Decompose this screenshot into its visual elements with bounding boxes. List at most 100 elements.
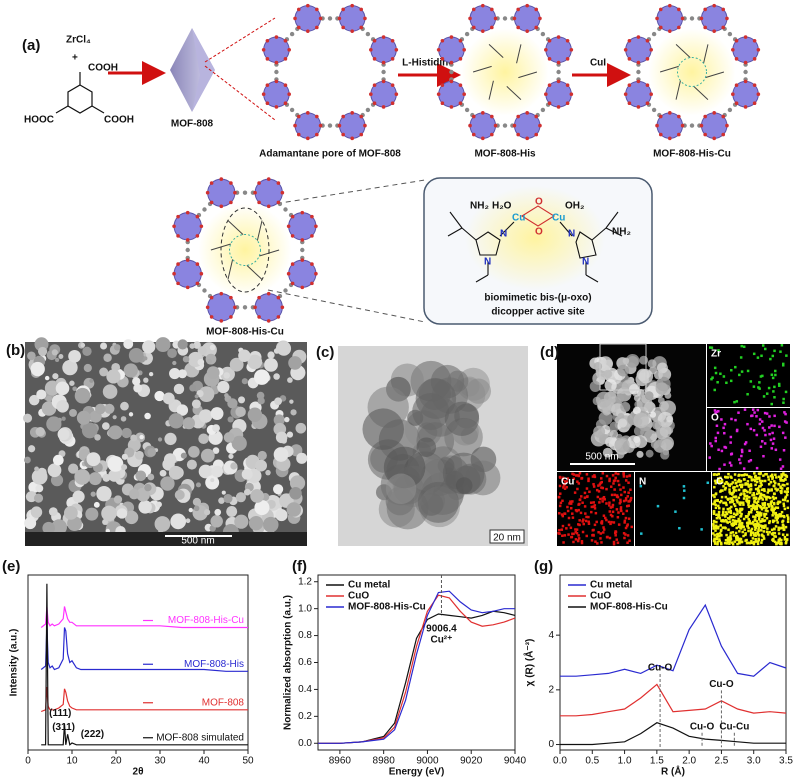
mof-pore xyxy=(623,3,761,141)
o-atom xyxy=(627,101,632,106)
particle xyxy=(198,433,209,445)
eds-dot xyxy=(715,473,719,476)
o-atom xyxy=(293,123,297,128)
linker-atom xyxy=(464,31,470,37)
particle xyxy=(217,380,230,394)
eds-dot xyxy=(585,473,589,476)
particle xyxy=(167,348,177,359)
eds-dot xyxy=(728,542,731,545)
particle xyxy=(198,409,213,423)
eds-dot xyxy=(738,511,742,514)
eds-dot xyxy=(770,500,773,503)
particle xyxy=(210,515,223,528)
eds-dot xyxy=(757,528,760,531)
eds-dot xyxy=(583,491,587,495)
eds-dot xyxy=(748,449,751,453)
eds-dot xyxy=(572,532,575,536)
linker-atom xyxy=(289,107,295,113)
grain xyxy=(442,452,485,495)
eds-dot xyxy=(759,481,762,485)
annotation: (222) xyxy=(81,729,104,740)
eds-dot xyxy=(731,524,734,527)
eds-dot xyxy=(756,542,760,546)
eds-dot xyxy=(614,530,617,533)
eds-dot xyxy=(626,534,630,537)
eds-dot xyxy=(731,542,735,546)
particle xyxy=(206,358,212,365)
eds-dot xyxy=(724,518,727,522)
eds-dot xyxy=(715,535,719,539)
eds-dot xyxy=(763,489,766,493)
o-atom xyxy=(283,101,288,106)
eds-dot xyxy=(718,532,722,535)
x-tick-label: 8980 xyxy=(373,756,396,767)
eds-dot xyxy=(566,509,570,513)
eds-dot xyxy=(720,499,723,503)
eds-dot xyxy=(624,497,628,500)
eds-dot xyxy=(725,533,728,537)
eds-dot xyxy=(742,467,746,470)
eds-dot xyxy=(760,354,763,358)
eds-dot xyxy=(734,489,738,492)
o-atom xyxy=(743,105,748,109)
o-atom xyxy=(257,315,261,319)
eds-dot xyxy=(780,475,784,478)
eds-dot xyxy=(601,500,604,503)
eds-dot xyxy=(750,478,754,482)
eds-dot xyxy=(735,526,738,530)
particle xyxy=(28,445,36,453)
particle xyxy=(255,459,268,472)
particle xyxy=(273,447,289,462)
eds-dot xyxy=(753,508,757,511)
particle xyxy=(82,346,92,357)
eds-dot xyxy=(774,516,777,519)
eds-dot xyxy=(726,538,730,542)
eds-dot xyxy=(760,420,764,423)
eds-dot xyxy=(728,461,732,465)
eds-dot xyxy=(782,528,786,531)
particle xyxy=(257,450,267,461)
eds-dot xyxy=(615,495,619,498)
linker-atom xyxy=(365,31,371,37)
o-atom xyxy=(350,111,354,115)
series-label: MOF-808-His xyxy=(184,659,244,670)
eds-dot xyxy=(602,526,605,529)
o-atom xyxy=(645,57,650,61)
eds-dot xyxy=(756,504,759,507)
particle xyxy=(69,408,77,417)
eds-dot xyxy=(622,486,625,489)
eds-dot xyxy=(729,534,732,537)
linker-atom xyxy=(202,288,207,293)
plus: + xyxy=(72,53,78,64)
y-tick-label: 0.0 xyxy=(298,738,312,749)
o-atom xyxy=(721,132,726,137)
eds-dot xyxy=(577,482,581,485)
particle xyxy=(247,354,263,370)
eds-dot xyxy=(731,481,735,484)
x-tick-label: 9020 xyxy=(460,756,483,767)
particle xyxy=(100,342,108,350)
eds-dot xyxy=(724,538,728,542)
eds-dot xyxy=(759,375,763,378)
marker-note: Cu²⁺ xyxy=(430,634,452,645)
guest xyxy=(506,86,522,100)
o-atom xyxy=(229,295,233,300)
particle xyxy=(62,359,78,376)
eds-dot xyxy=(747,526,750,530)
o-atom xyxy=(677,7,681,12)
linker-structure xyxy=(55,72,105,114)
eds-dot xyxy=(773,396,776,399)
eds-dot xyxy=(710,377,713,381)
particle xyxy=(203,509,211,516)
o-atom xyxy=(372,57,377,61)
eds-dot xyxy=(780,491,783,495)
guest xyxy=(516,44,522,64)
eds-dot xyxy=(738,509,742,513)
o-atom xyxy=(556,79,561,84)
eds-dot xyxy=(712,494,715,497)
linker-atom xyxy=(327,16,333,21)
y-tick-label: 4 xyxy=(548,630,554,641)
eds-dot xyxy=(601,497,605,500)
eds-dot xyxy=(608,510,612,513)
